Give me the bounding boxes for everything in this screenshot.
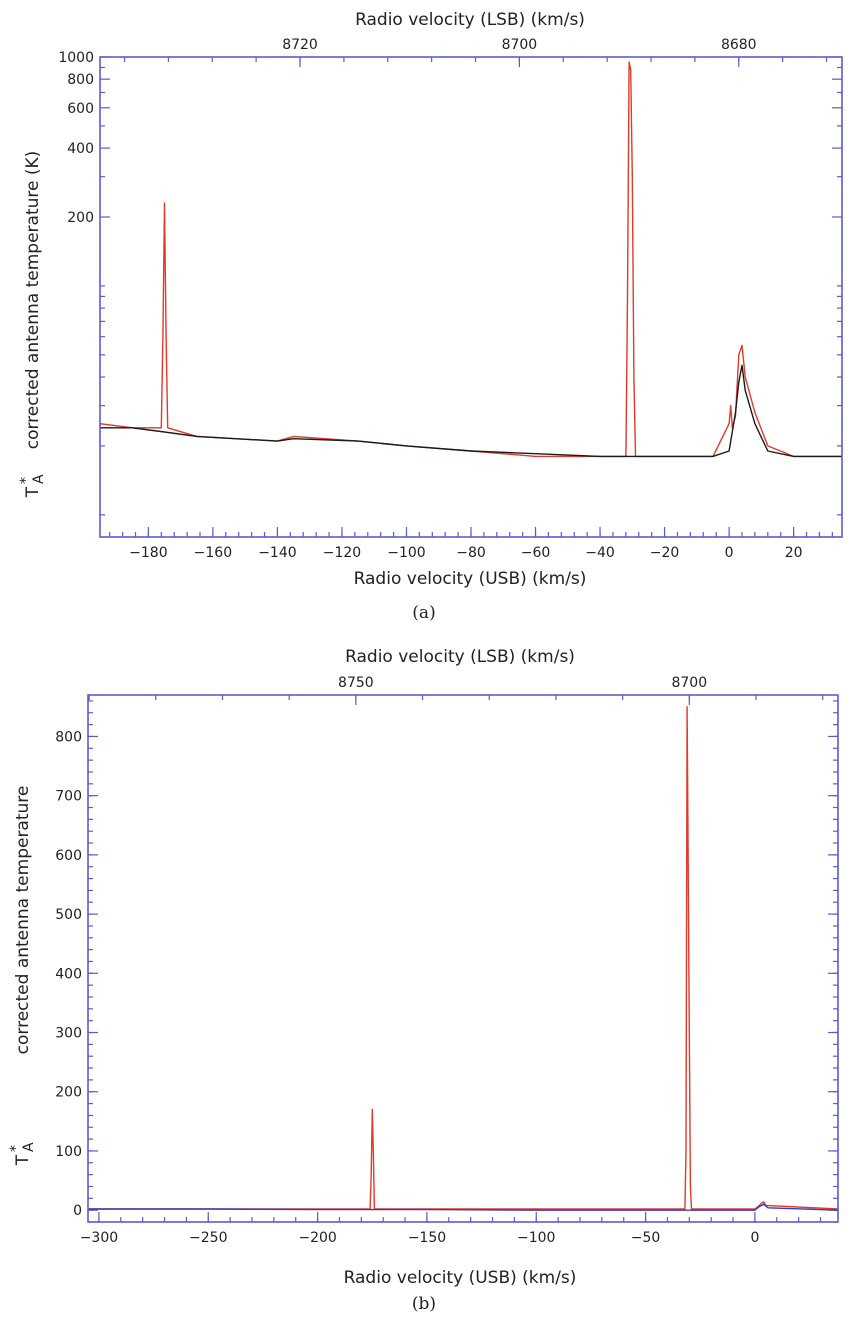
y-tick-label: 800 bbox=[55, 729, 82, 745]
bottom-tick-label: −300 bbox=[80, 1230, 118, 1246]
y-tick-label: 500 bbox=[55, 907, 82, 923]
panel-b-ylabel-text: corrected antenna temperature bbox=[13, 786, 33, 1055]
y-tick-label: 200 bbox=[55, 1085, 82, 1101]
bottom-tick-label: −50 bbox=[631, 1230, 661, 1246]
y-tick-label: 200 bbox=[67, 210, 94, 226]
panel-a-ylabel-text: corrected antenna temperature (K) bbox=[23, 151, 43, 450]
y-tick-label: 700 bbox=[55, 789, 82, 805]
bottom-tick-label: 0 bbox=[725, 545, 734, 561]
top-tick-label: 8700 bbox=[502, 37, 538, 53]
panel-b-ylabel-prefix-sub: A bbox=[21, 1142, 37, 1152]
top-tick-label: 8720 bbox=[282, 37, 318, 53]
panel-a-xlabel: Radio velocity (USB) (km/s) bbox=[354, 569, 587, 589]
bottom-tick-label: −20 bbox=[650, 545, 680, 561]
bottom-tick-label: −80 bbox=[456, 545, 486, 561]
panel-b-series bbox=[88, 706, 839, 1211]
bottom-tick-label: −100 bbox=[517, 1230, 555, 1246]
panel-b-ylabel: corrected antenna temperature bbox=[13, 786, 33, 1055]
series-line-1 bbox=[100, 364, 842, 458]
panel-b-caption: (b) bbox=[412, 1294, 436, 1314]
panel-a-ylabel-prefix: T A * bbox=[18, 474, 47, 498]
panel-b-xlabel: Radio velocity (USB) (km/s) bbox=[344, 1268, 577, 1288]
bottom-tick-label: −140 bbox=[258, 545, 296, 561]
bottom-tick-label: −160 bbox=[194, 545, 232, 561]
bottom-tick-label: 0 bbox=[750, 1230, 759, 1246]
bottom-tick-label: 20 bbox=[785, 545, 803, 561]
bottom-tick-label: −60 bbox=[521, 545, 551, 561]
bottom-tick-label: −150 bbox=[408, 1230, 446, 1246]
series-line-0 bbox=[99, 61, 842, 458]
series-line-0 bbox=[88, 706, 839, 1210]
panel-a-plot-frame bbox=[99, 56, 843, 538]
y-tick-label: 800 bbox=[67, 72, 94, 88]
panel-b-ylabel-prefix-t: T bbox=[13, 1154, 33, 1166]
top-tick-label: 8680 bbox=[721, 37, 757, 53]
panel-b-axes: −300 −250 −200 −150 −100 −50 0 8750 8700 0 100 200 3… bbox=[55, 675, 838, 1246]
y-tick-label: 1000 bbox=[58, 50, 94, 66]
bottom-tick-label: −180 bbox=[129, 545, 167, 561]
y-tick-label: 300 bbox=[55, 1026, 82, 1042]
panel-a-caption: (a) bbox=[412, 603, 435, 623]
series-line-1 bbox=[88, 1203, 839, 1211]
y-tick-label: 0 bbox=[73, 1203, 82, 1219]
panel-a-ylabel: corrected antenna temperature (K) bbox=[23, 151, 43, 450]
panel-a: Radio velocity (LSB) (km/s) −180 −160 −140… bbox=[18, 10, 843, 623]
bottom-tick-label: −40 bbox=[585, 545, 615, 561]
panel-b-top-xlabel: Radio velocity (LSB) (km/s) bbox=[345, 647, 575, 667]
top-tick-label: 8750 bbox=[338, 675, 374, 691]
panel-a-ylabel-prefix-sub: A bbox=[31, 474, 47, 484]
bottom-tick-label: −120 bbox=[323, 545, 361, 561]
panel-b-ylabel-prefix-sup: * bbox=[8, 1145, 24, 1152]
y-tick-label: 400 bbox=[67, 141, 94, 157]
y-tick-label: 400 bbox=[55, 966, 82, 982]
panel-a-ylabel-prefix-t: T bbox=[23, 486, 43, 498]
panel-b-plot-frame bbox=[87, 694, 839, 1223]
panel-a-ylabel-prefix-sup: * bbox=[18, 477, 34, 484]
y-tick-label: 100 bbox=[55, 1144, 82, 1160]
panel-a-axes: −180 −160 −140 −120 −100 −80 −60 −40 −20 0 20 8720 8… bbox=[58, 37, 842, 561]
y-tick-label: 600 bbox=[55, 848, 82, 864]
bottom-tick-label: −100 bbox=[387, 545, 425, 561]
y-tick-label: 600 bbox=[67, 101, 94, 117]
panel-a-series bbox=[99, 61, 842, 458]
bottom-tick-label: −250 bbox=[189, 1230, 227, 1246]
panel-b-ylabel-prefix: T A * bbox=[8, 1142, 37, 1166]
bottom-tick-label: −200 bbox=[298, 1230, 336, 1246]
top-tick-label: 8700 bbox=[671, 675, 707, 691]
panel-b: Radio velocity (LSB) (km/s) −300 −250 −200… bbox=[8, 647, 839, 1314]
panel-a-top-xlabel: Radio velocity (LSB) (km/s) bbox=[355, 10, 585, 30]
